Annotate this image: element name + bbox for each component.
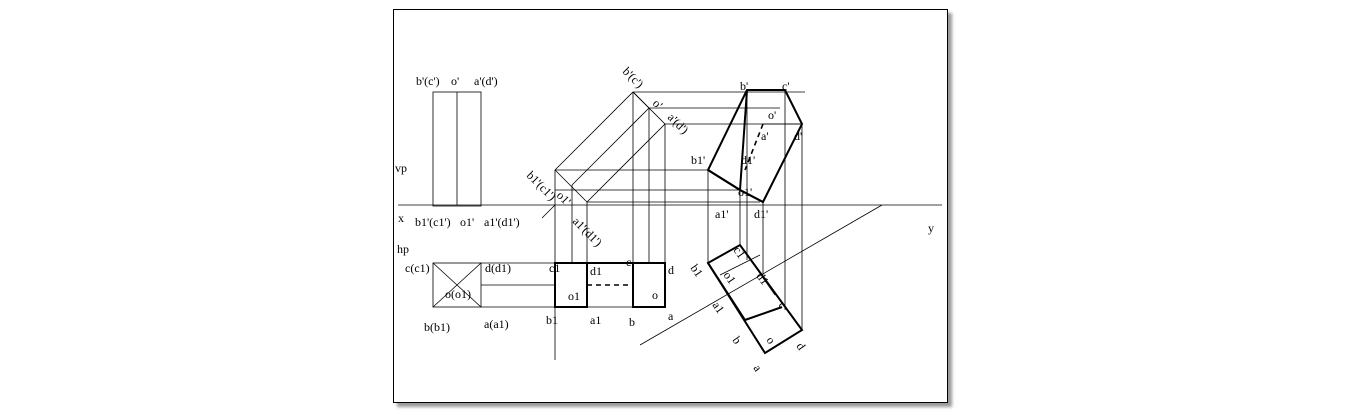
label-right-b1: b1' <box>691 153 705 167</box>
label-mid-b1: b1'(c1') <box>524 168 559 203</box>
label-vp: vp <box>395 161 407 175</box>
label-right-b: b' <box>740 79 748 93</box>
left-front-view <box>432 91 482 207</box>
label-right-o: o' <box>768 108 776 122</box>
label-right-d1-top: d1' <box>741 153 755 167</box>
label-right-a: a' <box>761 129 769 143</box>
label-front-left-bottom-a: a1'(d1') <box>484 215 520 229</box>
label-mid-o: o' <box>650 96 666 112</box>
label-mid-top-a1: a1 <box>590 313 601 327</box>
label-front-left-bottom-b: b1'(c1') <box>415 215 451 229</box>
label-aux-a1: a1 <box>710 299 728 316</box>
label-mid-top-a: a <box>668 309 674 323</box>
label-mid-b: b'(c') <box>620 64 647 91</box>
label-right-d: d' <box>794 129 802 143</box>
label-front-left-top-a: a'(d') <box>474 74 498 88</box>
right-front-view <box>706 89 804 330</box>
label-mid-a1: a1'(d1') <box>570 214 605 249</box>
label-mid-top-o1: o1 <box>568 289 580 303</box>
label-aux-o1: o1 <box>721 269 739 287</box>
label-front-left-bottom-o: o1' <box>460 215 474 229</box>
drawing-labels: x y vp hp b'(c') o' a'(d') b1'(c1') o1' … <box>395 64 934 374</box>
label-aux-o: o <box>764 334 779 347</box>
label-aux-b1: b1 <box>688 262 706 280</box>
drawing-frame <box>393 9 948 403</box>
label-mid-top-c: c <box>626 255 631 269</box>
label-right-a1: a1' <box>715 207 729 221</box>
label-aux-a: a <box>751 362 766 375</box>
middle-front-view <box>554 91 666 263</box>
label-aux-b: b <box>730 334 745 347</box>
label-mid-top-b1: b1 <box>546 313 558 327</box>
label-top-left-b: b(b1) <box>424 320 450 334</box>
label-mid-top-c1: c1 <box>549 261 560 275</box>
label-right-d1: d1' <box>754 207 768 221</box>
label-mid-a: a'(d') <box>665 110 692 137</box>
label-right-o1: o1' <box>738 185 752 199</box>
label-x: x <box>398 211 404 225</box>
label-aux-d: d <box>794 340 809 353</box>
label-y: y <box>928 221 934 235</box>
label-top-left-d: d(d1) <box>485 261 511 275</box>
label-right-c: c' <box>782 79 790 93</box>
label-mid-top-b: b <box>629 315 635 329</box>
label-top-left-a: a(a1) <box>484 317 509 331</box>
miter-stub <box>541 204 556 219</box>
label-front-left-top-o: o' <box>451 74 459 88</box>
label-aux-c1: c1 <box>731 244 749 261</box>
label-hp: hp <box>397 242 409 256</box>
label-front-left-top-b: b'(c') <box>416 74 440 88</box>
label-top-left-o: o(o1) <box>445 287 471 301</box>
label-top-left-c: c(c1) <box>405 261 430 275</box>
label-mid-top-d: d <box>668 263 674 277</box>
label-mid-top-d1: d1 <box>590 264 602 278</box>
label-mid-top-o: o <box>652 288 658 302</box>
horizontal-projectors <box>481 91 805 308</box>
right-auxiliary-view <box>706 243 804 355</box>
